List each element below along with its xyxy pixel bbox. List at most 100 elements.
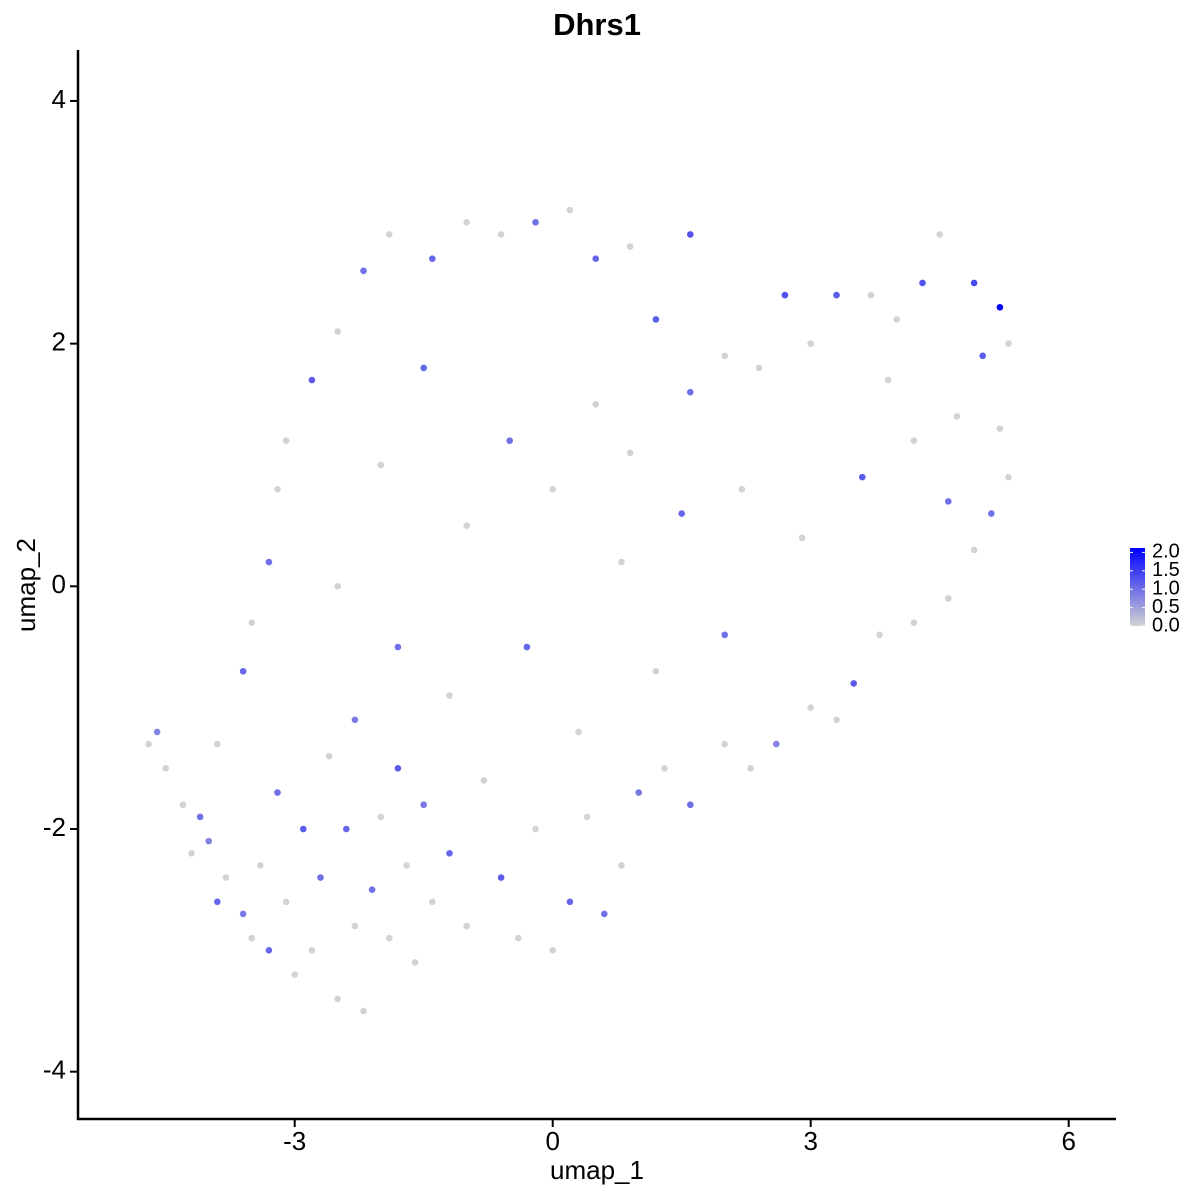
point	[781, 291, 789, 299]
point	[274, 485, 281, 493]
point	[566, 898, 574, 906]
point	[807, 340, 815, 347]
point	[747, 765, 754, 772]
y-tick-label: 2	[52, 327, 66, 357]
point	[807, 704, 815, 711]
point	[480, 777, 488, 784]
point	[635, 789, 643, 796]
point	[833, 291, 840, 299]
point	[592, 255, 600, 263]
point	[876, 631, 883, 639]
point	[859, 473, 866, 481]
point	[325, 752, 333, 760]
chart-title: Dhrs1	[553, 7, 641, 42]
point	[945, 498, 952, 505]
point	[979, 352, 987, 360]
point	[282, 898, 290, 906]
point	[515, 934, 522, 942]
point	[996, 303, 1004, 311]
point	[153, 728, 161, 736]
colorbar-label: 1.0	[1152, 577, 1180, 599]
colorbar-label: 0.5	[1152, 596, 1180, 618]
point	[394, 765, 402, 772]
point	[334, 583, 342, 590]
point	[446, 849, 453, 857]
point	[798, 534, 806, 542]
colorbar-label: 1.5	[1152, 559, 1180, 581]
point	[222, 874, 230, 881]
point	[687, 231, 694, 238]
point	[970, 279, 978, 287]
point	[910, 619, 918, 627]
point	[188, 849, 195, 857]
point	[162, 765, 170, 772]
point	[721, 631, 729, 639]
y-tick-label: -4	[43, 1055, 66, 1085]
point	[205, 837, 213, 845]
point	[248, 619, 256, 627]
point	[773, 740, 780, 748]
point	[411, 959, 419, 966]
point	[145, 740, 152, 748]
point	[308, 947, 316, 954]
point	[910, 437, 918, 445]
point	[532, 825, 539, 833]
point	[721, 352, 729, 360]
y-tick-label: -2	[43, 812, 66, 842]
point	[386, 231, 393, 238]
x-axis-title: umap_1	[550, 1155, 644, 1185]
point	[257, 862, 264, 869]
point	[351, 716, 359, 724]
point	[738, 485, 746, 493]
point	[626, 243, 634, 250]
point	[626, 449, 634, 457]
point	[282, 437, 290, 445]
y-tick-label: 0	[52, 569, 66, 599]
point	[360, 267, 367, 275]
point	[265, 558, 273, 566]
point	[652, 667, 660, 675]
point	[884, 376, 892, 384]
point	[343, 825, 350, 833]
point	[394, 643, 402, 651]
y-axis-title: umap_2	[11, 538, 41, 632]
point	[893, 316, 901, 323]
point	[403, 862, 410, 869]
x-tick-label: 3	[803, 1126, 817, 1156]
point	[334, 328, 342, 335]
point	[420, 801, 428, 809]
point	[351, 922, 359, 930]
point	[566, 206, 574, 214]
point	[334, 995, 342, 1003]
x-tick-label: 6	[1061, 1126, 1075, 1156]
point	[661, 765, 668, 772]
point	[833, 716, 840, 724]
colorbar-label: 0.0	[1152, 614, 1180, 636]
point	[919, 279, 926, 287]
point	[575, 728, 582, 736]
point	[196, 813, 204, 821]
colorbar	[1130, 548, 1145, 626]
point	[360, 1007, 367, 1015]
point	[652, 316, 660, 323]
point	[1005, 473, 1012, 481]
point	[721, 740, 729, 748]
point	[618, 558, 625, 566]
point	[601, 910, 608, 918]
point	[755, 364, 763, 372]
point	[317, 874, 324, 881]
point	[248, 934, 256, 942]
point	[497, 231, 505, 238]
point	[506, 437, 514, 445]
point	[687, 388, 694, 396]
point	[446, 692, 453, 699]
point	[308, 376, 316, 384]
x-tick-label: -3	[283, 1126, 306, 1156]
point	[377, 461, 385, 469]
point	[549, 485, 557, 493]
point	[867, 291, 875, 299]
point	[1005, 340, 1012, 347]
point	[274, 789, 281, 796]
